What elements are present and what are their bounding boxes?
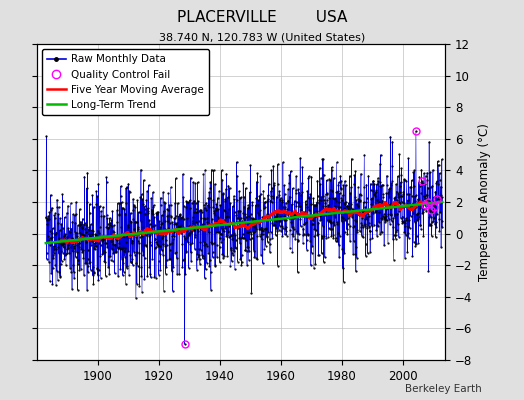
Text: Berkeley Earth: Berkeley Earth: [406, 384, 482, 394]
Legend: Raw Monthly Data, Quality Control Fail, Five Year Moving Average, Long-Term Tren: Raw Monthly Data, Quality Control Fail, …: [42, 49, 209, 115]
Text: 38.740 N, 120.783 W (United States): 38.740 N, 120.783 W (United States): [159, 32, 365, 42]
Text: PLACERVILLE        USA: PLACERVILLE USA: [177, 10, 347, 25]
Y-axis label: Temperature Anomaly (°C): Temperature Anomaly (°C): [478, 123, 491, 281]
